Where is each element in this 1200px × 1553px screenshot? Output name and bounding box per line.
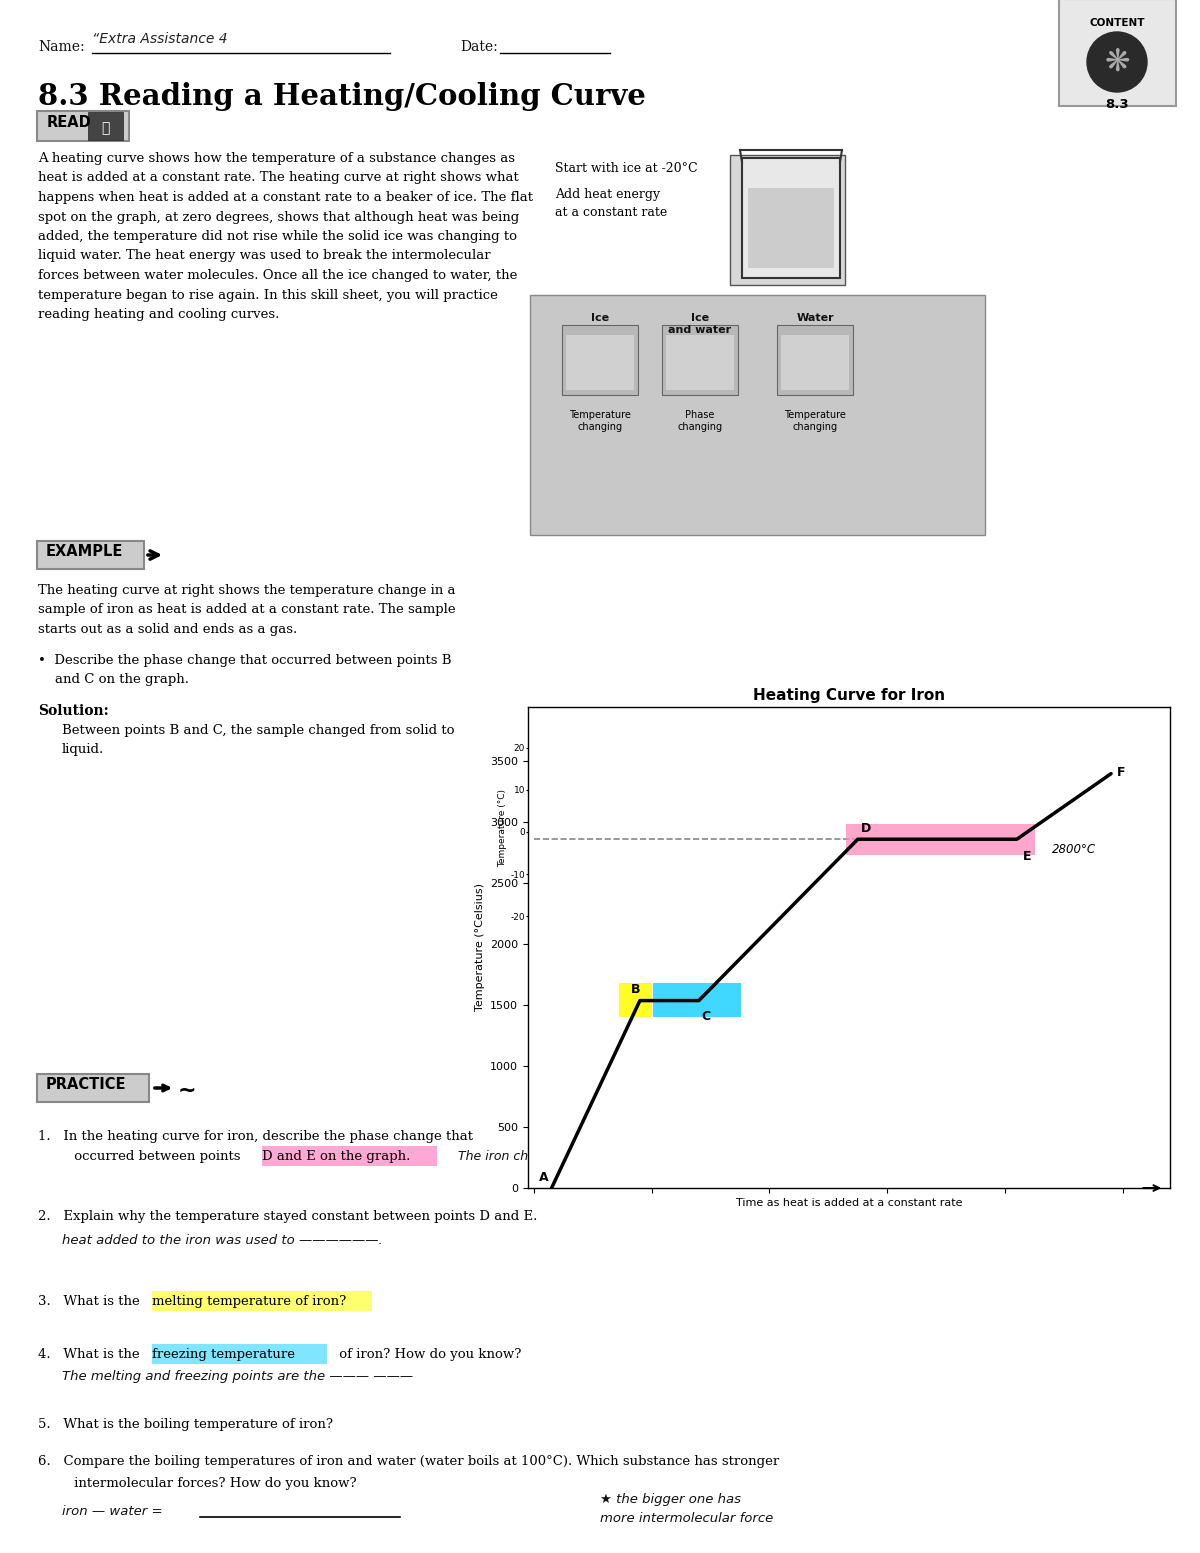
- Bar: [262, 1146, 437, 1166]
- Bar: [566, 335, 634, 390]
- Text: ❋: ❋: [1104, 48, 1129, 76]
- Text: 4.   What is the: 4. What is the: [38, 1348, 144, 1360]
- Text: Phase
changing: Phase changing: [678, 410, 722, 432]
- FancyBboxPatch shape: [1060, 0, 1176, 106]
- Text: The iron changed from ——— to ——: The iron changed from ——— to ——: [450, 1151, 688, 1163]
- Text: A heating curve shows how the temperature of a substance changes as
heat is adde: A heating curve shows how the temperatur…: [38, 152, 533, 321]
- Text: F: F: [1117, 766, 1126, 780]
- FancyBboxPatch shape: [37, 540, 144, 568]
- Text: 8.3: 8.3: [1105, 98, 1129, 110]
- Text: 6.   Compare the boiling temperatures of iron and water (water boils at 100°C). : 6. Compare the boiling temperatures of i…: [38, 1455, 779, 1468]
- Text: Solution:: Solution:: [38, 704, 109, 717]
- Bar: [152, 1343, 326, 1364]
- X-axis label: Time as heat is added at a constant rate: Time as heat is added at a constant rate: [736, 1199, 962, 1208]
- Text: freezing temperature: freezing temperature: [152, 1348, 295, 1360]
- Bar: [530, 295, 985, 534]
- Text: The melting and freezing points are the ——— ———: The melting and freezing points are the …: [62, 1370, 413, 1384]
- Text: READ: READ: [47, 115, 91, 130]
- Text: D and E on the graph.: D and E on the graph.: [262, 1151, 410, 1163]
- Text: ★ the bigger one has
more intermolecular force: ★ the bigger one has more intermolecular…: [600, 1492, 773, 1525]
- Text: occurred between points: occurred between points: [53, 1151, 245, 1163]
- Text: heat added to the iron was used to ——————.: heat added to the iron was used to —————…: [62, 1235, 383, 1247]
- Bar: [662, 325, 738, 394]
- Bar: [88, 112, 124, 140]
- Text: Water: Water: [796, 314, 834, 323]
- Text: Temperature
changing: Temperature changing: [784, 410, 846, 432]
- Y-axis label: Temperature (°C): Temperature (°C): [498, 789, 508, 867]
- Text: A: A: [539, 1171, 548, 1183]
- Text: Ice
and water: Ice and water: [668, 314, 732, 334]
- Text: 2800°C: 2800°C: [1052, 843, 1097, 856]
- Text: Add heat energy
at a constant rate: Add heat energy at a constant rate: [554, 188, 667, 219]
- Bar: [781, 335, 850, 390]
- FancyBboxPatch shape: [37, 110, 130, 141]
- Text: The heating curve at right shows the temperature change in a
sample of iron as h: The heating curve at right shows the tem…: [38, 584, 456, 637]
- Text: E: E: [1022, 849, 1031, 863]
- Text: 2.   Explain why the temperature stayed constant between points D and E.: 2. Explain why the temperature stayed co…: [38, 1210, 538, 1224]
- Bar: [846, 823, 1034, 856]
- Text: EXAMPLE: EXAMPLE: [46, 544, 124, 559]
- Text: Temperature
changing: Temperature changing: [569, 410, 631, 432]
- Circle shape: [1087, 33, 1147, 92]
- Text: Between points B and C, the sample changed from solid to
liquid.: Between points B and C, the sample chang…: [62, 724, 455, 756]
- Bar: [653, 983, 742, 1017]
- Title: Heating Curve for Iron: Heating Curve for Iron: [752, 688, 946, 702]
- Bar: [742, 158, 840, 278]
- Text: 📖: 📖: [101, 121, 109, 135]
- Text: Start with ice at -20°C: Start with ice at -20°C: [554, 162, 697, 175]
- Text: Date:: Date:: [460, 40, 498, 54]
- Bar: [730, 155, 845, 286]
- Text: D: D: [860, 822, 871, 836]
- Text: intermolecular forces? How do you know?: intermolecular forces? How do you know?: [53, 1477, 356, 1489]
- Y-axis label: Temperature (°Celsius): Temperature (°Celsius): [474, 884, 485, 1011]
- Text: CONTENT: CONTENT: [1090, 19, 1145, 28]
- Text: iron — water =: iron — water =: [62, 1505, 163, 1517]
- Text: of iron? How do you know?: of iron? How do you know?: [335, 1348, 521, 1360]
- X-axis label: Time: Time: [725, 930, 748, 940]
- FancyBboxPatch shape: [37, 1075, 149, 1103]
- Text: Ice: Ice: [590, 314, 610, 323]
- Bar: [562, 325, 638, 394]
- Text: 8.3 Reading a Heating/Cooling Curve: 8.3 Reading a Heating/Cooling Curve: [38, 82, 646, 110]
- Text: •  Describe the phase change that occurred between points B
    and C on the gra: • Describe the phase change that occurre…: [38, 654, 451, 686]
- Text: ~: ~: [178, 1081, 197, 1101]
- Text: melting temperature of iron?: melting temperature of iron?: [152, 1295, 347, 1308]
- Text: B: B: [631, 983, 641, 995]
- Text: PRACTICE: PRACTICE: [46, 1076, 126, 1092]
- Bar: [152, 1291, 372, 1311]
- Bar: [778, 325, 853, 394]
- Text: Name:: Name:: [38, 40, 85, 54]
- Bar: [619, 983, 652, 1017]
- Text: 1.   In the heating curve for iron, describe the phase change that: 1. In the heating curve for iron, descri…: [38, 1131, 473, 1143]
- Text: 3.   What is the: 3. What is the: [38, 1295, 144, 1308]
- Text: “Extra Assistance 4: “Extra Assistance 4: [92, 33, 228, 47]
- Text: C: C: [702, 1009, 710, 1023]
- Bar: [748, 188, 834, 269]
- Text: 5.   What is the boiling temperature of iron?: 5. What is the boiling temperature of ir…: [38, 1418, 334, 1430]
- Bar: [666, 335, 734, 390]
